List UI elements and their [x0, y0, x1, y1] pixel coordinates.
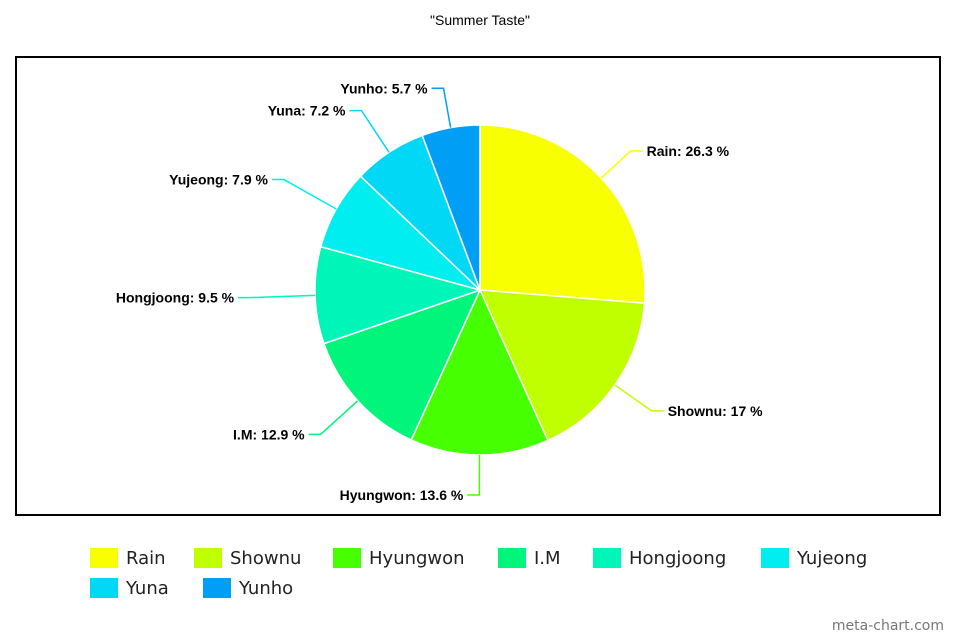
- leader-line-hongjoong: [238, 294, 316, 299]
- pie-slice-i-m: [323, 288, 482, 441]
- legend-label: Yujeong: [797, 547, 868, 569]
- leader-line-hyungwon: [467, 454, 481, 496]
- legend-item-shownu: Shownu: [194, 546, 301, 570]
- legend-swatch: [761, 548, 789, 568]
- legend-swatch: [203, 578, 231, 598]
- data-label-rain: Rain: 26.3 %: [647, 143, 730, 159]
- data-label-hongjoong: Hongjoong: 9.5 %: [116, 290, 235, 306]
- legend-swatch: [90, 578, 118, 598]
- legend-label: Hyungwon: [369, 547, 465, 569]
- legend-swatch: [194, 548, 222, 568]
- leader-line-yunho: [431, 87, 452, 128]
- data-label-yunho: Yunho: 5.7 %: [340, 80, 428, 96]
- legend-swatch: [90, 548, 118, 568]
- chart-frame: [15, 56, 941, 516]
- legend-label: Hongjoong: [629, 547, 727, 569]
- legend-swatch: [498, 548, 526, 568]
- legend-item-i-m: I.M: [498, 546, 561, 570]
- legend-item-rain: Rain: [90, 546, 166, 570]
- legend-label: I.M: [534, 547, 561, 569]
- chart-title: "Summer Taste": [430, 12, 530, 28]
- legend-item-yuna: Yuna: [90, 576, 169, 600]
- leader-line-shownu: [614, 384, 664, 412]
- data-label-yuna: Yuna: 7.2 %: [268, 103, 346, 119]
- pie-slice-yunho: [421, 124, 481, 291]
- legend-item-hongjoong: Hongjoong: [593, 546, 726, 570]
- data-label-i-m: I.M: 12.9 %: [233, 426, 305, 442]
- legend-label: Rain: [126, 547, 166, 569]
- data-label-hyungwon: Hyungwon: 13.6 %: [340, 487, 464, 503]
- legend-swatch: [333, 548, 361, 568]
- legend-item-yujeong: Yujeong: [761, 546, 867, 570]
- leader-line-i-m: [308, 400, 359, 436]
- legend-label: Shownu: [230, 547, 302, 569]
- leader-line-rain: [600, 150, 643, 179]
- legend-label: Yunho: [239, 577, 294, 599]
- data-label-yujeong: Yujeong: 7.9 %: [169, 172, 268, 188]
- pie-slice-shownu: [478, 289, 646, 442]
- data-label-shownu: Shownu: 17 %: [668, 403, 763, 419]
- watermark: meta-chart.com: [831, 618, 944, 634]
- legend-item-hyungwon: Hyungwon: [333, 546, 465, 570]
- legend-item-yunho: Yunho: [203, 576, 293, 600]
- legend-swatch: [593, 548, 621, 568]
- pie-slice-rain: [479, 124, 646, 304]
- legend-label: Yuna: [126, 577, 169, 599]
- leader-line-yujeong: [271, 178, 337, 210]
- leader-line-yuna: [349, 109, 390, 153]
